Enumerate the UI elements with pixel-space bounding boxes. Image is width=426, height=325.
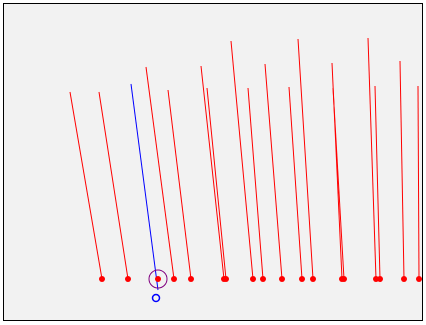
dot[interactable] bbox=[188, 276, 194, 282]
stick bbox=[288, 86, 303, 280]
dot[interactable] bbox=[279, 276, 285, 282]
sticks bbox=[69, 37, 420, 291]
stick bbox=[167, 89, 192, 280]
stick bbox=[367, 37, 377, 280]
selected-stick bbox=[130, 83, 159, 291]
dot[interactable] bbox=[401, 276, 407, 282]
dot[interactable] bbox=[99, 276, 105, 282]
dot[interactable] bbox=[299, 276, 305, 282]
dot[interactable] bbox=[416, 276, 422, 282]
stick bbox=[145, 66, 175, 280]
dot[interactable] bbox=[171, 276, 177, 282]
stick bbox=[69, 91, 103, 280]
dot[interactable] bbox=[223, 276, 229, 282]
selection-ring bbox=[148, 269, 168, 289]
dot[interactable] bbox=[250, 276, 256, 282]
dot[interactable] bbox=[310, 276, 316, 282]
dot[interactable] bbox=[260, 276, 266, 282]
stick bbox=[417, 85, 420, 280]
stick bbox=[297, 38, 314, 280]
stick bbox=[264, 63, 283, 280]
stick bbox=[247, 87, 264, 280]
stick bbox=[98, 91, 129, 280]
dot[interactable] bbox=[125, 276, 131, 282]
handle[interactable] bbox=[151, 293, 161, 303]
dot[interactable] bbox=[377, 276, 383, 282]
stick bbox=[200, 65, 225, 280]
stick bbox=[399, 60, 405, 280]
stick bbox=[332, 87, 345, 280]
stick bbox=[206, 87, 227, 280]
dot[interactable] bbox=[155, 276, 161, 282]
frame bbox=[3, 3, 423, 321]
stick bbox=[374, 85, 381, 280]
dot[interactable] bbox=[341, 276, 347, 282]
dots bbox=[99, 276, 422, 282]
stick bbox=[230, 40, 254, 280]
